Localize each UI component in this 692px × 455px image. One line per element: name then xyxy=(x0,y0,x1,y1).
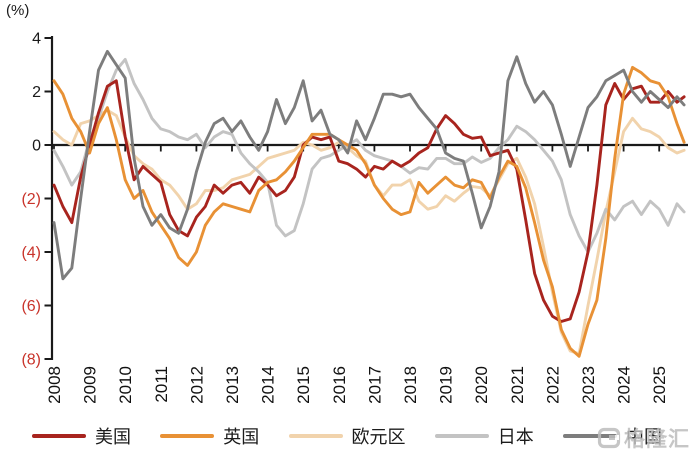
x-tick-label-2021: 2021 xyxy=(508,366,527,404)
y-tick-label-2: 2 xyxy=(32,84,41,101)
x-tick-label-2018: 2018 xyxy=(401,366,420,404)
x-axis: 2008 2009 2010 2011 2012 2013 2014 2015 2016 2017… xyxy=(45,143,688,404)
y-axis: 4 2 0 (2) (4) (6) (8) xyxy=(21,31,54,369)
legend-item-uk: 英国 xyxy=(160,423,259,449)
series-line-japan xyxy=(52,57,686,254)
x-tick-label-2017: 2017 xyxy=(365,366,384,404)
legend-label-eurozone: 欧元区 xyxy=(351,427,406,448)
gelonghui-watermark: 格隆汇 xyxy=(597,423,690,453)
legend-swatch-uk xyxy=(160,434,215,438)
x-tick-label-2016: 2016 xyxy=(330,366,349,404)
legend-item-eurozone: 欧元区 xyxy=(288,423,406,449)
x-tick-label-2012: 2012 xyxy=(187,366,206,404)
legend-item-japan: 日本 xyxy=(434,423,534,449)
x-tick-label-2022: 2022 xyxy=(543,366,562,404)
x-tick-label-2010: 2010 xyxy=(116,366,135,404)
legend-swatch-eurozone xyxy=(288,434,343,438)
x-tick-label-2025: 2025 xyxy=(650,366,669,404)
x-tick-label-2024: 2024 xyxy=(615,366,634,404)
x-tick-label-2011: 2011 xyxy=(152,366,171,403)
y-tick-label-4: 4 xyxy=(32,31,41,48)
legend-swatch-japan xyxy=(434,434,489,438)
x-tick-label-2015: 2015 xyxy=(294,366,313,404)
y-tick-label--6: (6) xyxy=(21,298,41,315)
chart-legend: 美国 英国 欧元区 日本 中国 xyxy=(0,421,692,455)
legend-label-uk: 英国 xyxy=(223,427,260,448)
y-tick-label--8: (8) xyxy=(21,352,41,369)
x-tick-label-2020: 2020 xyxy=(472,366,491,404)
legend-label-us: 美国 xyxy=(95,427,131,448)
legend-swatch-us xyxy=(32,434,86,438)
y-tick-label--2: (2) xyxy=(21,191,41,208)
watermark-text: 格隆汇 xyxy=(624,427,690,451)
series-line-uk xyxy=(52,65,686,358)
y-tick-label-0: 0 xyxy=(32,138,41,155)
x-tick-label-2019: 2019 xyxy=(437,366,456,404)
y-axis-unit-label: (%) xyxy=(6,2,30,19)
x-tick-label-2009: 2009 xyxy=(81,366,100,404)
y-tick-label--4: (4) xyxy=(21,245,41,262)
x-tick-label-2023: 2023 xyxy=(579,366,598,404)
legend-item-us: 美国 xyxy=(32,423,131,449)
legend-swatch-china xyxy=(563,434,617,438)
legend-label-japan: 日本 xyxy=(497,427,534,448)
x-tick-label-2014: 2014 xyxy=(259,366,278,404)
x-tick-label-2013: 2013 xyxy=(223,366,242,404)
legend-label-china: 中国 xyxy=(626,427,662,448)
series-line-china xyxy=(52,49,686,281)
x-tick-label-2008: 2008 xyxy=(45,366,64,404)
legend-item-china: 中国 xyxy=(563,423,662,449)
gelonghui-logo-icon xyxy=(597,427,621,449)
